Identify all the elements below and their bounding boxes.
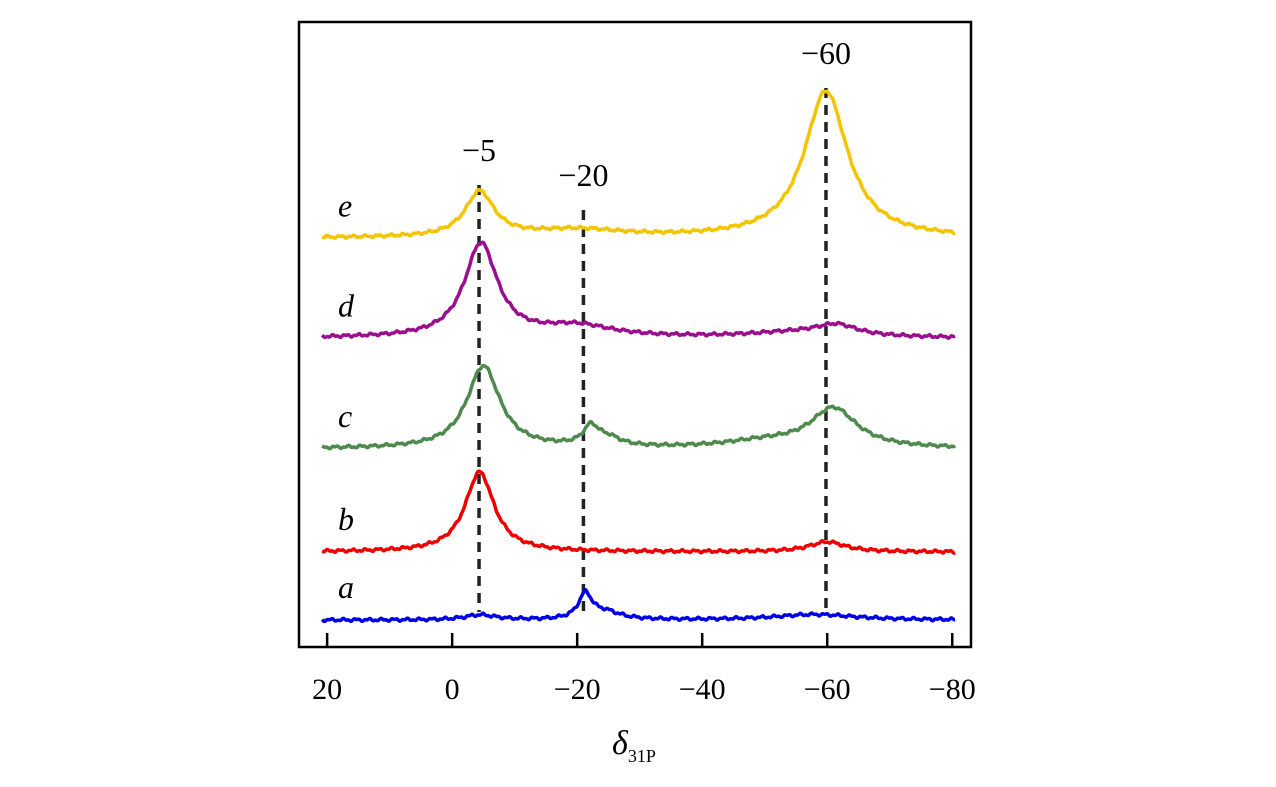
trace-d [320, 240, 956, 340]
trace-label-c: c [338, 398, 352, 434]
x-tick-label: −60 [804, 673, 851, 706]
x-axis-label: δ31P [612, 725, 656, 767]
trace-e [321, 89, 956, 240]
x-tick-label: −40 [679, 673, 726, 706]
plot-frame [297, 20, 973, 649]
x-tick-label: 20 [312, 673, 342, 706]
x-tick-label: −20 [554, 673, 601, 706]
trace-b [321, 469, 956, 555]
x-axis-symbol: δ [612, 725, 628, 762]
peak-annotation: −60 [801, 35, 851, 71]
peak-annotation: −20 [558, 157, 608, 193]
peak-annotation: −5 [462, 132, 496, 168]
trace-c [321, 363, 957, 451]
trace-label-a: a [338, 569, 354, 605]
trace-a [320, 588, 956, 624]
x-tick-label: 0 [445, 673, 460, 706]
trace-label-e: e [338, 187, 352, 223]
trace-label-d: d [338, 287, 355, 323]
trace-label-b: b [338, 501, 354, 537]
x-tick-label: −80 [929, 673, 976, 706]
x-axis-subscript: 31P [627, 745, 656, 766]
